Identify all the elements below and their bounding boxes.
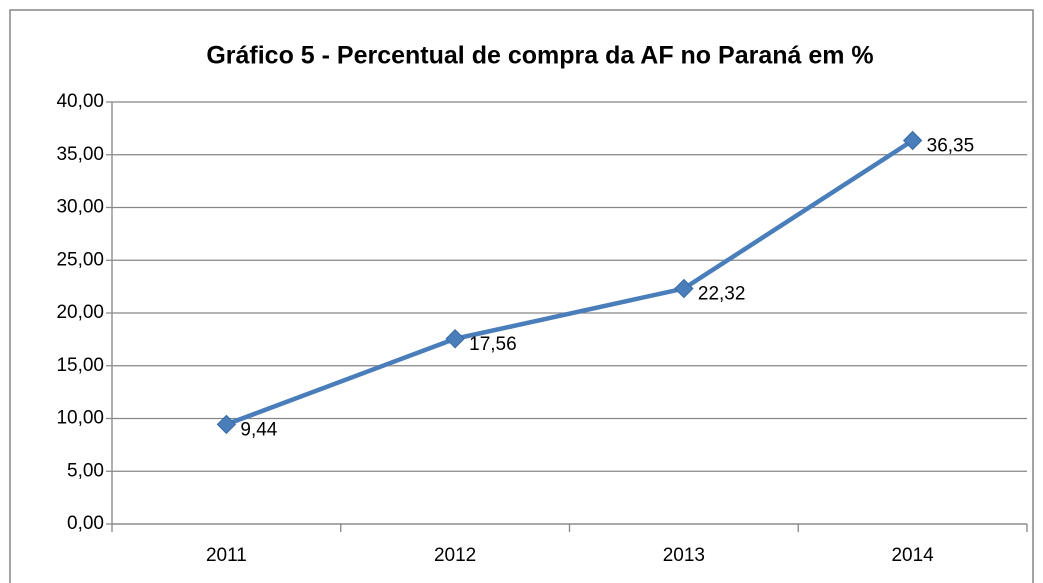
y-tick-label: 40,00 [56,91,104,112]
data-label: 22,32 [698,284,746,305]
data-label: 36,35 [927,136,975,157]
y-tick-label: 35,00 [56,144,104,165]
data-point [902,130,923,151]
x-tick-label: 2013 [663,545,705,566]
series-line [225,138,914,427]
y-tick-label: 0,00 [67,513,104,534]
y-tick-label: 15,00 [56,355,104,376]
data-point [674,278,694,299]
x-tick-label: 2012 [434,545,476,566]
data-point [216,414,237,435]
chart-frame [9,9,1034,583]
data-point [445,329,465,349]
y-tick-label: 30,00 [56,197,104,218]
y-tick-label: 5,00 [67,460,104,481]
y-tick-label: 20,00 [56,302,104,323]
x-tick-label: 2011 [206,545,247,566]
y-tick-label: 10,00 [56,408,104,429]
y-tick-label: 25,00 [56,249,104,270]
data-label: 17,56 [469,334,517,355]
x-tick-label: 2014 [891,545,934,566]
data-label: 9,44 [240,419,277,440]
chart-title: Gráfico 5 - Percentual de compra da AF n… [206,42,873,70]
